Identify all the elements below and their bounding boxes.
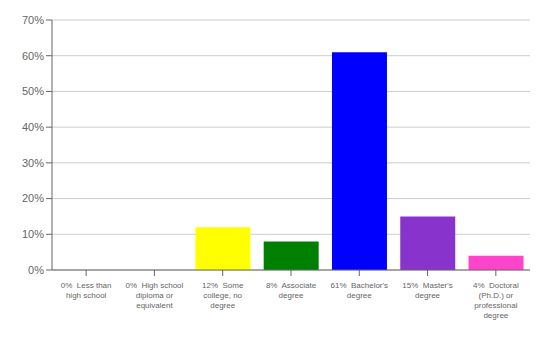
svg-text:15% Master'sdegree: 15% Master'sdegree bbox=[402, 281, 452, 300]
svg-text:4% Doctoral(Ph.D.) orprofessi: 4% Doctoral(Ph.D.) orprofessionaldegree bbox=[473, 281, 519, 320]
svg-text:0% High schooldiploma orequiv: 0% High schooldiploma orequivalent bbox=[126, 281, 184, 310]
svg-text:8% Associatedegree: 8% Associatedegree bbox=[266, 281, 317, 300]
svg-text:70%: 70% bbox=[22, 14, 44, 26]
svg-text:40%: 40% bbox=[22, 121, 44, 133]
svg-text:60%: 60% bbox=[22, 50, 44, 62]
svg-text:50%: 50% bbox=[22, 85, 44, 97]
svg-text:12% Somecollege, nodegree: 12% Somecollege, nodegree bbox=[202, 281, 244, 310]
svg-text:10%: 10% bbox=[22, 228, 44, 240]
svg-text:0%: 0% bbox=[28, 264, 44, 276]
svg-text:30%: 30% bbox=[22, 157, 44, 169]
svg-text:61% Bachelor'sdegree: 61% Bachelor'sdegree bbox=[331, 281, 389, 300]
svg-text:20%: 20% bbox=[22, 192, 44, 204]
svg-text:0% Less thanhigh school: 0% Less thanhigh school bbox=[61, 281, 112, 300]
